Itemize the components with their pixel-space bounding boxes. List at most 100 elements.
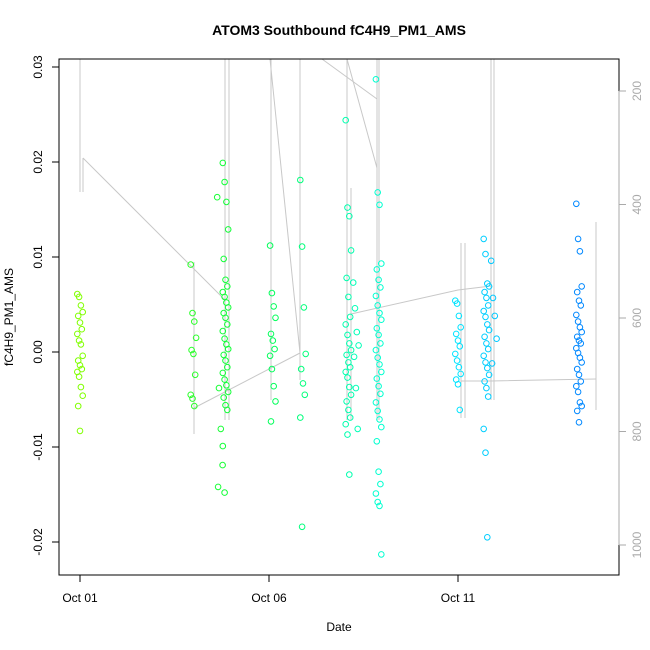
data-point — [271, 345, 278, 353]
data-point — [452, 330, 460, 338]
data-point — [575, 419, 583, 426]
data-point — [191, 318, 198, 325]
data-point — [75, 373, 83, 381]
data-point — [484, 302, 492, 309]
data-point — [485, 326, 493, 334]
data-point — [578, 359, 586, 366]
data-point — [481, 333, 488, 341]
data-point — [374, 189, 382, 196]
data-point — [187, 261, 194, 268]
data-point — [344, 331, 351, 339]
data-point — [489, 294, 497, 302]
data-point — [455, 312, 463, 320]
data-point — [347, 346, 355, 354]
data-point — [372, 399, 380, 406]
data-point — [224, 363, 231, 371]
data-point — [375, 276, 382, 284]
data-point — [297, 414, 304, 421]
data-point — [217, 425, 225, 433]
data-point — [267, 330, 275, 338]
data-point — [577, 340, 585, 347]
data-point — [343, 274, 350, 282]
data-point — [222, 357, 229, 364]
data-point — [188, 346, 195, 354]
x-axis: Oct 01 Oct 06 Oct 11 — [62, 574, 476, 605]
data-point — [491, 312, 499, 320]
data-point — [484, 345, 492, 353]
data-point — [266, 242, 274, 249]
data-point — [224, 321, 231, 328]
data-point — [483, 294, 490, 302]
data-point — [74, 402, 82, 410]
x-tick-label: Oct 06 — [251, 591, 287, 605]
trace-segment-3 — [321, 58, 378, 100]
data-point — [485, 283, 493, 290]
data-point — [221, 489, 228, 496]
data-point — [221, 293, 228, 301]
data-point — [76, 319, 84, 326]
data-point — [484, 321, 491, 328]
data-point — [453, 357, 461, 364]
data-point — [298, 243, 306, 250]
data-point — [456, 406, 464, 414]
data-point — [372, 490, 380, 497]
data-point — [575, 371, 583, 379]
data-point — [214, 483, 222, 491]
x-tick-label: Oct 11 — [441, 591, 476, 605]
data-point — [224, 388, 232, 396]
data-point — [302, 350, 310, 358]
data-point — [350, 353, 358, 361]
data-point — [221, 376, 228, 383]
data-point — [574, 318, 582, 325]
data-point — [224, 226, 232, 233]
y2-tick-label: 200 — [630, 81, 644, 101]
data-point — [189, 309, 196, 317]
y-tick-label: 0.01 — [31, 245, 45, 269]
data-point — [300, 304, 308, 311]
data-point — [297, 176, 304, 184]
data-point — [373, 266, 381, 273]
data-point — [352, 384, 360, 392]
data-point — [78, 325, 86, 333]
data-point — [355, 342, 362, 349]
data-point — [345, 293, 352, 301]
data-point — [266, 352, 274, 360]
data-point — [272, 398, 279, 405]
data-point — [220, 394, 227, 401]
data-point — [223, 382, 230, 389]
chart-title: ATOM3 Southbound fC4H9_PM1_AMS — [212, 22, 466, 38]
data-point — [345, 406, 352, 414]
data-point — [213, 193, 221, 201]
data-point — [220, 255, 227, 263]
data-point — [374, 407, 382, 415]
data-point — [377, 390, 384, 398]
y-tick-label: -0.02 — [31, 528, 45, 556]
data-point — [344, 374, 351, 381]
data-point — [76, 362, 84, 369]
data-point — [378, 423, 385, 431]
data-point — [482, 449, 489, 457]
data-point — [457, 324, 465, 331]
data-point — [573, 365, 581, 373]
data-point — [347, 247, 355, 254]
data-point — [77, 383, 85, 391]
data-point — [224, 406, 231, 414]
data-point — [573, 407, 581, 415]
data-point — [346, 212, 353, 220]
data-point — [373, 438, 381, 445]
trace-segment-5 — [350, 285, 492, 315]
data-point — [222, 276, 229, 284]
data-point — [191, 402, 198, 410]
trace-segment-0 — [82, 157, 226, 301]
data-point — [74, 330, 81, 338]
data-point — [77, 302, 85, 309]
data-point — [480, 307, 488, 315]
data-point — [493, 335, 500, 343]
trace-segment-2 — [269, 58, 301, 354]
data-point — [75, 293, 83, 301]
data-point — [190, 350, 197, 358]
data-point — [482, 250, 489, 258]
data-point — [374, 498, 382, 506]
data-point — [452, 350, 459, 358]
data-point — [79, 308, 86, 316]
